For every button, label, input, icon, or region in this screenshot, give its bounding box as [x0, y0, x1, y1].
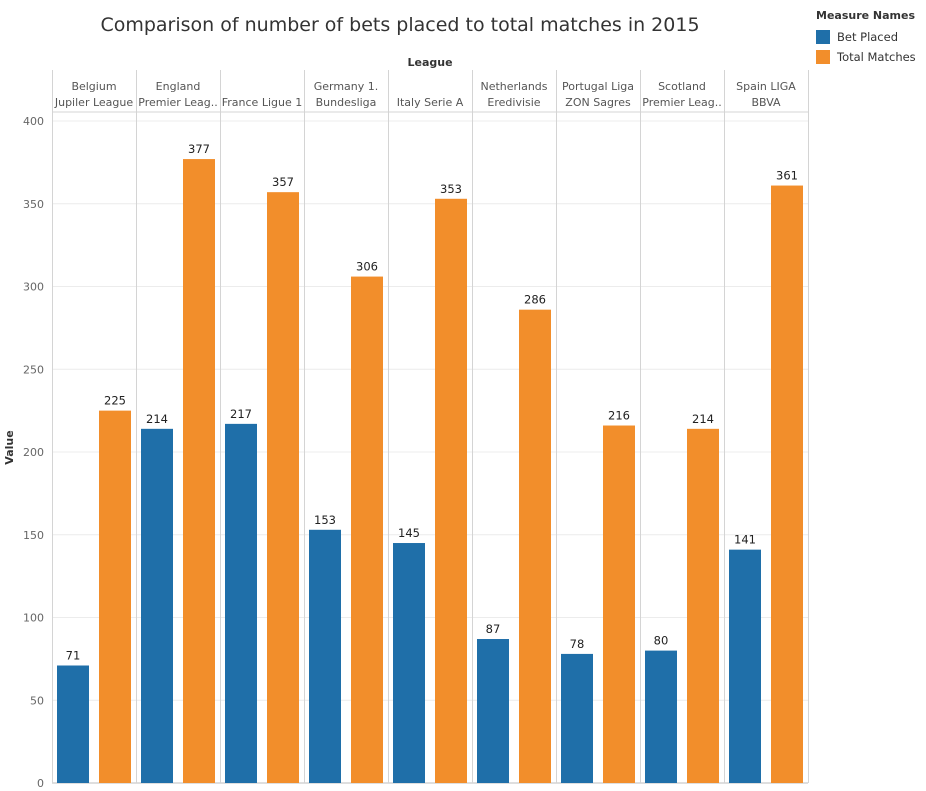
data-label: 80	[654, 634, 669, 648]
column-header-league: League	[407, 56, 452, 69]
data-label: 353	[440, 182, 462, 196]
category-header-label: Netherlands	[480, 80, 547, 93]
data-label: 141	[734, 533, 756, 547]
y-tick-label: 150	[23, 529, 44, 542]
data-label: 214	[146, 412, 168, 426]
legend-item-bet-placed[interactable]: Bet Placed	[816, 27, 924, 47]
data-label: 361	[776, 169, 798, 183]
category-header-label: Germany 1.	[314, 80, 379, 93]
data-label: 217	[230, 407, 252, 421]
bar-bet-placed[interactable]	[57, 665, 89, 783]
y-tick-label: 400	[23, 115, 44, 128]
category-header-label: Premier Leag..	[642, 96, 721, 109]
data-label: 87	[486, 622, 501, 636]
data-label: 216	[608, 409, 630, 423]
y-tick-label: 100	[23, 612, 44, 625]
data-label: 214	[692, 412, 714, 426]
y-tick-label: 0	[37, 777, 44, 790]
category-header-label: Italy Serie A	[397, 96, 464, 109]
bar-bet-placed[interactable]	[141, 428, 173, 783]
category-header-label: Spain LIGA	[736, 80, 796, 93]
bar-bet-placed[interactable]	[225, 423, 257, 783]
bar-bet-placed[interactable]	[561, 653, 593, 783]
category-header-label: Eredivisie	[487, 96, 540, 109]
category-header-label: Belgium	[71, 80, 116, 93]
bar-total-matches[interactable]	[771, 185, 803, 784]
data-label: 71	[66, 648, 81, 662]
category-header-label: BBVA	[751, 96, 781, 109]
bar-total-matches[interactable]	[99, 410, 131, 783]
bar-bet-placed[interactable]	[645, 650, 677, 783]
category-header-label: Portugal Liga	[562, 80, 634, 93]
category-header-label: Jupiler League	[54, 96, 133, 109]
data-label: 357	[272, 175, 294, 189]
chart-title: Comparison of number of bets placed to t…	[100, 14, 700, 36]
category-header-label: Bundesliga	[316, 96, 377, 109]
bar-total-matches[interactable]	[687, 428, 719, 783]
y-axis-title: Value	[3, 430, 16, 464]
y-tick-label: 50	[30, 694, 44, 707]
legend-item-total-matches[interactable]: Total Matches	[816, 47, 924, 67]
bar-total-matches[interactable]	[267, 192, 299, 784]
y-tick-label: 300	[23, 281, 44, 294]
bar-total-matches[interactable]	[183, 159, 215, 783]
y-tick-label: 350	[23, 198, 44, 211]
category-header-label: ZON Sagres	[565, 96, 631, 109]
data-label: 153	[314, 513, 336, 527]
legend: Measure Names Bet Placed Total Matches	[816, 9, 924, 67]
bar-bet-placed[interactable]	[393, 543, 425, 783]
legend-swatch-total-matches	[816, 50, 830, 64]
bar-total-matches[interactable]	[519, 309, 551, 783]
data-label: 225	[104, 394, 126, 408]
legend-label-bet-placed: Bet Placed	[837, 30, 899, 44]
data-label: 306	[356, 260, 378, 274]
bar-bet-placed[interactable]	[309, 529, 341, 783]
bar-bet-placed[interactable]	[729, 549, 761, 783]
y-tick-label: 200	[23, 446, 44, 459]
bar-total-matches[interactable]	[603, 425, 635, 783]
data-label: 78	[570, 637, 585, 651]
legend-title: Measure Names	[816, 9, 916, 22]
legend-label-total-matches: Total Matches	[837, 50, 916, 64]
category-header-label: England	[156, 80, 201, 93]
bar-bet-placed[interactable]	[477, 639, 509, 783]
bar-total-matches[interactable]	[351, 276, 383, 783]
data-label: 145	[398, 526, 420, 540]
category-header-label: Scotland	[658, 80, 706, 93]
category-header-label: France Ligue 1	[222, 96, 302, 109]
y-tick-label: 250	[23, 363, 44, 376]
category-header-label: Premier Leag..	[138, 96, 217, 109]
data-label: 377	[188, 142, 210, 156]
bar-total-matches[interactable]	[435, 198, 467, 783]
legend-swatch-bet-placed	[816, 30, 830, 44]
data-label: 286	[524, 293, 546, 307]
